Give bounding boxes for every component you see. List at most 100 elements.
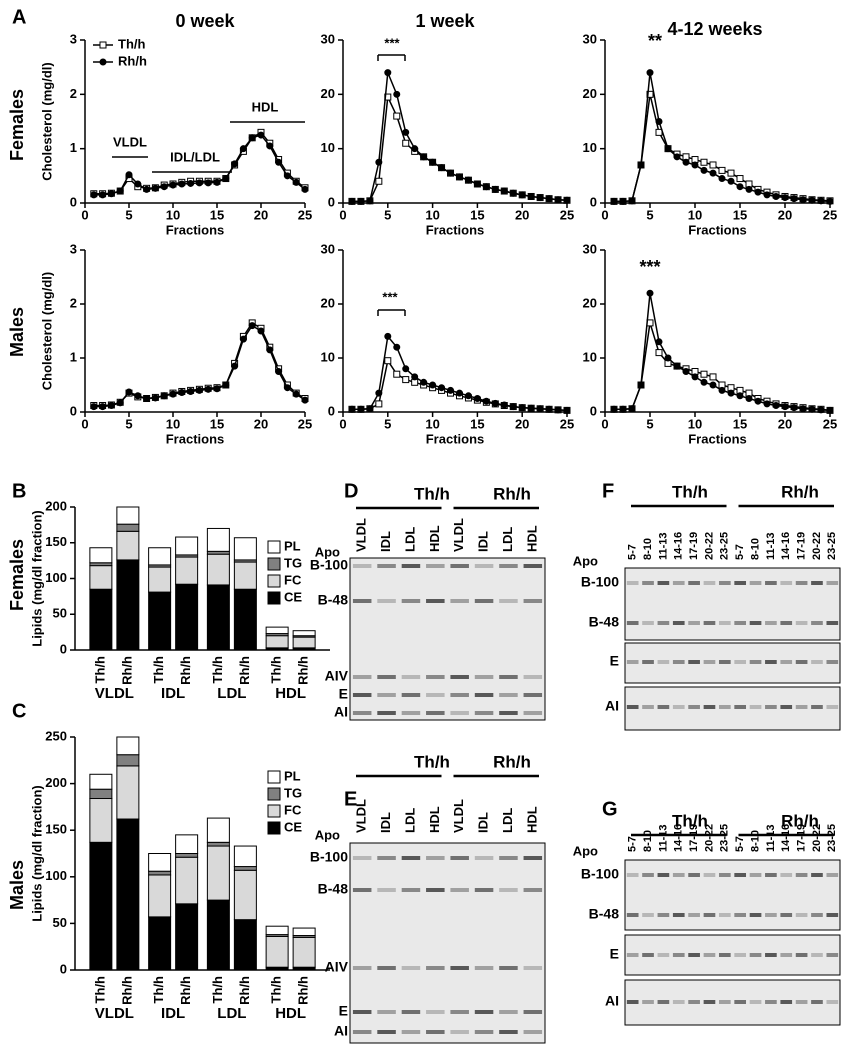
gel <box>349 557 546 721</box>
x-tick-label: Rh/h <box>119 976 134 1005</box>
marker <box>709 373 717 381</box>
gel-band <box>795 705 808 709</box>
y-tick-label: 100 <box>45 868 67 883</box>
gel-band <box>749 873 762 877</box>
marker <box>116 187 124 195</box>
marker <box>655 118 663 125</box>
marker <box>736 175 744 183</box>
marker <box>222 381 230 389</box>
marker <box>500 187 508 195</box>
marker <box>134 392 142 400</box>
gel-band <box>780 581 793 585</box>
y-axis-label: Cholesterol (mg/dl) <box>39 62 54 180</box>
gel-band <box>474 888 494 892</box>
legend-swatch <box>267 591 281 605</box>
marker <box>169 181 177 189</box>
group-label: HDL <box>275 1005 306 1022</box>
gel-band <box>826 953 839 957</box>
gel-band <box>826 873 839 877</box>
marker <box>637 381 645 389</box>
gel-band <box>780 1000 793 1004</box>
marker <box>222 175 230 183</box>
marker <box>204 179 212 187</box>
group-label: VLDL <box>95 685 134 702</box>
y-tick-label: 150 <box>45 822 67 837</box>
x-tick-label: 25 <box>560 207 574 222</box>
gel-band <box>749 660 762 664</box>
lane-label: 17-19 <box>688 532 700 560</box>
annotation: HDL <box>252 99 279 114</box>
marker <box>248 322 256 330</box>
marker <box>134 180 142 188</box>
marker <box>500 401 508 409</box>
lane-label: HDL <box>427 525 442 552</box>
gel-band <box>642 660 654 664</box>
marker <box>239 335 247 343</box>
gel-band <box>642 1000 654 1004</box>
gel-band <box>688 953 700 957</box>
gel-band <box>450 564 469 568</box>
lane-label: HDL <box>524 806 539 833</box>
bar-segment <box>148 916 172 971</box>
marker <box>393 343 401 351</box>
bar-segment <box>89 841 113 971</box>
marker <box>447 169 455 177</box>
gel-band <box>450 966 469 970</box>
x-axis-label: Fractions <box>688 222 747 237</box>
x-tick-label: Th/h <box>151 976 166 1003</box>
gel-band <box>811 953 823 957</box>
band-label: AIV <box>325 668 349 684</box>
lane-label: LDL <box>500 808 515 833</box>
bar-segment <box>89 565 113 590</box>
marker <box>160 183 168 191</box>
lane-label: 20-22 <box>811 532 823 560</box>
gel-band <box>749 581 762 585</box>
gel-band <box>642 581 654 585</box>
gel-band <box>657 660 670 664</box>
marker <box>143 395 151 402</box>
marker <box>554 406 562 414</box>
lane-label: 17-19 <box>796 532 808 560</box>
marker <box>187 387 195 395</box>
lane-label: 8-10 <box>642 830 654 852</box>
gel-band <box>718 873 731 877</box>
x-tick-label: Th/h <box>92 976 107 1003</box>
y-tick-label: 0 <box>590 403 597 418</box>
gel-band <box>474 1030 494 1034</box>
bar-segment <box>175 834 199 854</box>
x-tick-label: 20 <box>515 207 529 222</box>
gel-band <box>426 1010 445 1014</box>
gel-band <box>672 621 685 625</box>
marker <box>257 327 265 335</box>
gel-band <box>626 705 639 709</box>
marker <box>447 386 455 394</box>
gel-band <box>765 581 777 585</box>
gel-band <box>626 581 639 585</box>
marker <box>292 390 300 398</box>
gel-band <box>657 953 670 957</box>
marker <box>275 158 283 166</box>
band-label: E <box>339 686 348 702</box>
annotation: IDL/LDL <box>170 149 220 164</box>
y-tick-label: 20 <box>321 86 335 101</box>
bar-segment <box>116 818 140 971</box>
gel-band <box>426 711 445 715</box>
marker <box>826 406 834 414</box>
legend-label: CE <box>284 589 302 604</box>
band-label: B-100 <box>581 866 619 882</box>
x-tick-label: Th/h <box>151 656 166 683</box>
marker <box>637 161 645 169</box>
marker <box>438 164 446 172</box>
bar-segment <box>292 630 316 637</box>
x-tick-label: 0 <box>339 207 346 222</box>
marker <box>763 400 771 408</box>
marker <box>195 386 203 394</box>
marker <box>817 406 825 414</box>
gel-band <box>795 913 808 917</box>
gel-band <box>499 599 518 603</box>
gel-band <box>426 1030 445 1034</box>
gel-band <box>377 856 396 860</box>
panel-letter: G <box>602 798 618 820</box>
gel-band <box>826 660 839 664</box>
y-tick-label: 20 <box>583 295 597 310</box>
